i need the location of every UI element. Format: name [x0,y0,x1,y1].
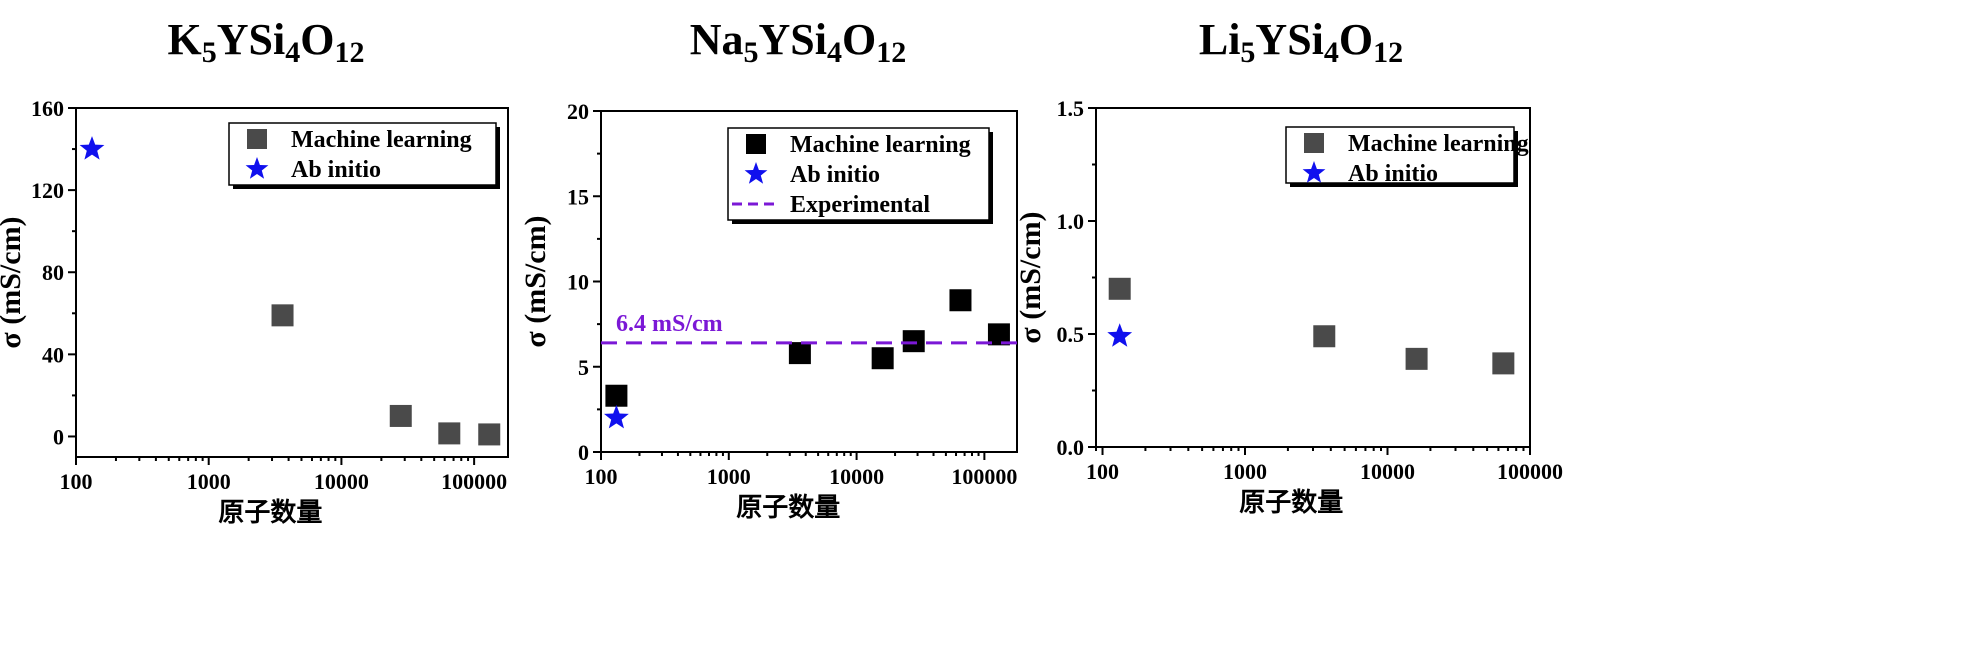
y-tick-label: 120 [31,178,64,203]
x-tick-label: 1000 [1223,459,1267,484]
ml-point [949,289,972,312]
ml-point [389,404,412,427]
legend-label: Machine learning [291,127,472,153]
experimental-annotation: 6.4 mS/cm [616,311,723,337]
legend-label: Ab initio [291,157,381,183]
legend-label: Experimental [790,192,930,218]
y-tick-label: 160 [31,96,64,121]
legend-label: Ab initio [1348,161,1438,187]
ml-point [871,347,894,370]
legend-square-icon [1304,133,1324,153]
legend-label: Machine learning [1348,131,1529,157]
chart-title: Li5YSi4O12 [1199,15,1403,69]
x-tick-label: 100 [60,469,93,494]
x-tick-label: 100 [585,464,618,489]
y-tick-label: 10 [567,270,589,295]
ml-point [902,330,925,353]
ml-point [271,304,294,327]
ml-point [605,384,628,407]
legend [228,122,497,186]
x-tick-label: 100 [1086,459,1119,484]
x-tick-label: 1000 [707,464,751,489]
y-axis-label: σ (mS/cm) [1014,211,1047,343]
y-tick-label: 80 [42,260,64,285]
x-tick-label: 1000 [187,469,231,494]
y-tick-label: 1.5 [1057,96,1085,121]
legend-label: Ab initio [790,162,880,188]
ab-initio-point [1107,323,1133,347]
y-tick-label: 40 [42,342,64,367]
x-tick-label: 100000 [951,464,1017,489]
chart-title: K5YSi4O12 [168,15,365,69]
y-tick-label: 0.5 [1057,322,1085,347]
x-tick-label: 10000 [314,469,369,494]
y-tick-label: 5 [578,355,589,380]
x-tick-label: 100000 [441,469,507,494]
legend-label: Machine learning [790,132,971,158]
y-axis-label: σ (mS/cm) [0,216,27,348]
chart-panel-3: Li5YSi4O12 100 1000 10000 100000 0.0 0.5 1.0 1.5… [1014,15,1563,518]
chart-title: Na5YSi4O12 [690,15,907,69]
y-tick-label: 0.0 [1057,435,1085,460]
ab-initio-point [79,136,105,160]
ml-point [788,342,811,365]
legend-square-icon [247,129,267,149]
ml-point [438,422,461,445]
y-tick-label: 0 [578,440,589,465]
x-tick-label: 10000 [829,464,884,489]
legend-star-icon [744,162,768,184]
plot-frame [75,107,509,458]
chart-panel-1: K5YSi4O12 100 1000 10000 100000 0 40 80 120 160 原子… [0,15,509,528]
x-axis-label: 原子数量 [1239,488,1343,518]
legend-square-icon [746,134,766,154]
y-tick-label: 15 [567,184,589,209]
ml-point [987,323,1010,346]
y-tick-label: 0 [53,424,64,449]
ml-point [1405,347,1428,370]
ml-point [1492,352,1515,375]
x-tick-label: 10000 [1360,459,1415,484]
ab-initio-point [604,404,629,429]
y-tick-label: 20 [567,99,589,124]
ml-point [1108,277,1131,300]
legend-star-icon [245,157,269,179]
chart-panel-2: Na5YSi4O12 100 1000 10000 100000 0 5 10 15 20 原子数量… [519,15,1018,523]
y-tick-label: 1.0 [1057,209,1085,234]
ml-point [478,423,501,446]
y-axis-label: σ (mS/cm) [519,215,552,347]
legend-star-icon [1302,161,1326,183]
x-axis-label: 原子数量 [736,493,840,523]
x-axis-label: 原子数量 [218,498,322,528]
x-tick-label: 100000 [1497,459,1563,484]
ml-point [1313,325,1336,348]
